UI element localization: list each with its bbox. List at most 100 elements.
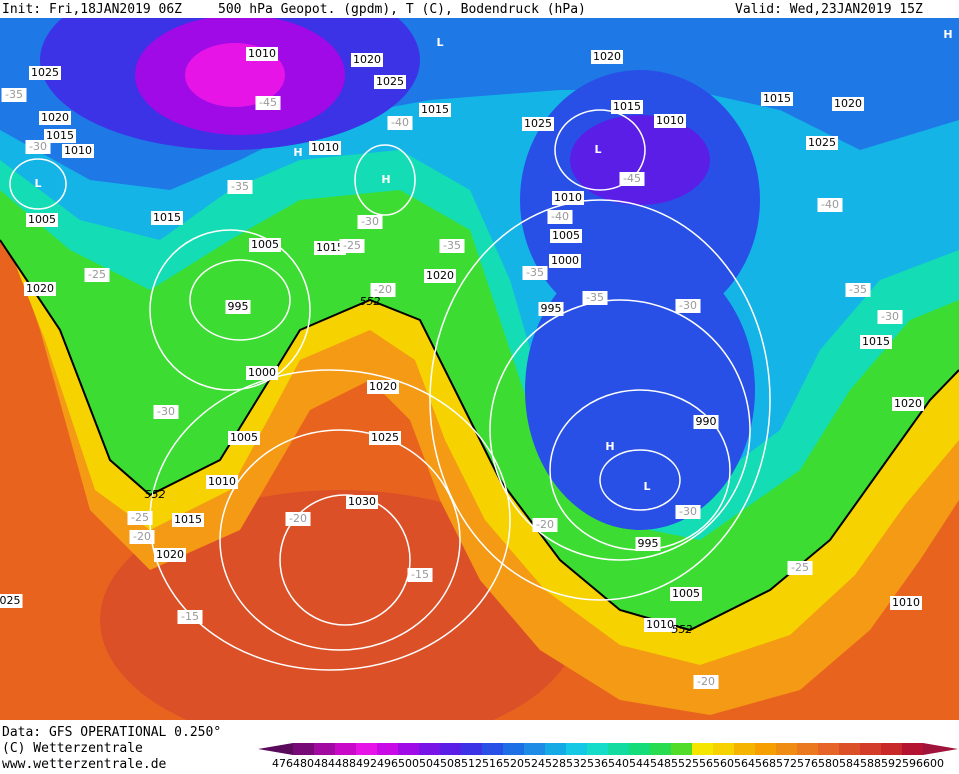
temperature-label: -20 [289,512,307,525]
colorbar-cell [629,743,651,755]
temperature-label: -35 [586,291,604,304]
colorbar-cell [818,743,840,755]
isobar-label: 025 [0,594,21,607]
colorbar-label: 548 [650,757,671,770]
colorbar-label: 492 [356,757,377,770]
temperature-label-box [532,518,558,532]
temperature-label: -35 [443,239,461,252]
colorbar-label: 600 [923,757,944,770]
pressure-center: H [293,146,302,159]
isobar-label-box [154,548,186,562]
temperature-label: -25 [88,268,106,281]
isobar-label-box [351,53,383,67]
isobar-label: 1005 [552,229,580,242]
isobar-label: 1020 [593,50,621,63]
pressure-center: H [381,173,390,186]
colorbar-cell [650,743,672,755]
colorbar-cell [839,743,861,755]
footer-line: Data: GFS OPERATIONAL 0.250° [2,725,221,740]
colorbar-label: 592 [881,757,902,770]
temperature-label: -35 [849,283,867,296]
footer-line: www.wetterzentrale.de [2,757,167,770]
isobar-label-box [419,103,451,117]
map-fields [0,0,959,720]
isobar-label: 1005 [28,213,56,226]
isobar-label-box [369,431,401,445]
temperature-label: -25 [343,239,361,252]
colorbar-label: 512 [461,757,482,770]
isobar-label-box [654,114,686,128]
isobar-label: 990 [696,415,717,428]
temperature-label-box [407,568,433,582]
isobar-label-box [228,431,260,445]
temperature-label: -30 [29,140,47,153]
colorbar-cell [440,743,462,755]
isobar-label: 995 [638,537,659,550]
isobar-label-box [806,136,838,150]
colorbar-cell [398,743,420,755]
isobar-label-box [62,144,94,158]
temperature-label-box [255,96,281,110]
isobar-label: 1025 [808,136,836,149]
isobar-label-box [693,415,719,429]
temperature-label-box [693,675,719,689]
temperature-label-box [227,180,253,194]
temperature-label-box [153,405,179,419]
temperature-label: -30 [679,299,697,312]
isobar-label: 1010 [311,141,339,154]
isobar-label: 1020 [26,282,54,295]
colorbar-cell [258,743,293,755]
colorbar-label: 484 [314,757,335,770]
isobar-label-box [522,117,554,131]
init-text: Init: Fri,18JAN2019 06Z [2,2,182,17]
isobar-label: 1010 [892,596,920,609]
colorbar-cell [776,743,798,755]
colorbar-label: 488 [335,757,356,770]
colorbar-label: 504 [419,757,440,770]
colorbar-label: 596 [902,757,923,770]
temperature-label: -20 [536,518,554,531]
isobar-label: 1020 [353,53,381,66]
colorbar-label: 536 [587,757,608,770]
isobar-label-box [346,495,378,509]
temperature-label-box [1,88,27,102]
colorbar-label: 476 [272,757,293,770]
colorbar-label: 508 [440,757,461,770]
colorbar-cell [314,743,336,755]
isobars [9,109,771,671]
colorbar-label: 528 [545,757,566,770]
colorbar-cell [608,743,630,755]
colorbar-label: 532 [566,757,587,770]
isobar-label-box [670,587,702,601]
isobar-label-box [832,97,864,111]
temperature-label: -30 [361,215,379,228]
isobar-label-box [367,380,399,394]
colorbar-cell [566,743,588,755]
isobar-label-box [44,129,76,143]
isobar-label-box [0,594,23,608]
isobar-label-box [246,366,278,380]
temperature-label: -20 [697,675,715,688]
isobar-label-box [890,596,922,610]
isobar-label: 1005 [230,431,258,444]
temperature-label: -35 [231,180,249,193]
isobar-label-box [550,229,582,243]
isobar-label: 1020 [426,269,454,282]
colorbar-cell [503,743,525,755]
isobar-label: 1005 [672,587,700,600]
temperature-label: -35 [5,88,23,101]
temperature-label: -15 [181,610,199,623]
isobar-label: 995 [541,302,562,315]
isobar-label: 1000 [551,254,579,267]
pressure-center: L [643,480,650,493]
colorbar-label: 556 [692,757,713,770]
isobar-label: 1010 [646,618,674,631]
colorbar-label: 588 [860,757,881,770]
isobar-label-box [538,302,564,316]
title-text: 500 hPa Geopot. (gpdm), T (C), Bodendruc… [218,2,586,17]
temperature-label-box [177,610,203,624]
isobar-label-box [552,191,584,205]
temperature-label-box [675,299,701,313]
isobar-label-box [206,475,238,489]
